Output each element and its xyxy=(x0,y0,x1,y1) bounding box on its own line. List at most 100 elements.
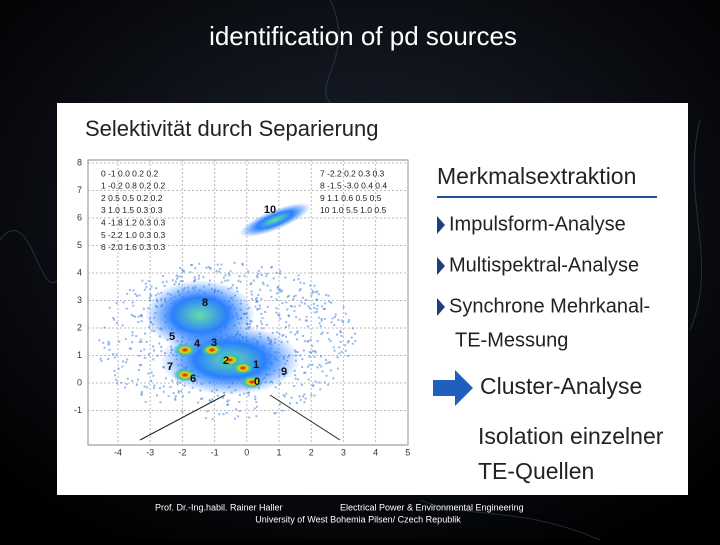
noise-dot xyxy=(285,335,288,338)
noise-dot xyxy=(336,356,339,359)
noise-dot xyxy=(197,274,200,277)
noise-dot xyxy=(193,276,196,279)
x-tick-label: 0 xyxy=(244,447,249,457)
noise-dot xyxy=(318,381,321,384)
noise-dot xyxy=(320,318,323,321)
noise-dot xyxy=(113,356,116,359)
noise-dot xyxy=(314,351,317,354)
noise-dot xyxy=(316,366,319,369)
noise-dot xyxy=(175,274,178,277)
cluster-label: 0 xyxy=(254,376,260,388)
noise-dot xyxy=(294,374,297,377)
cluster-label: 3 xyxy=(211,337,217,349)
noise-dot xyxy=(164,377,167,380)
noise-dot xyxy=(137,315,140,318)
noise-dot xyxy=(140,393,143,396)
noise-dot xyxy=(305,315,308,318)
noise-dot xyxy=(316,340,319,343)
noise-dot xyxy=(303,282,306,285)
noise-dot xyxy=(238,410,241,413)
noise-dot xyxy=(311,344,314,347)
noise-dot xyxy=(130,313,133,316)
noise-dot xyxy=(320,305,323,308)
noise-dot xyxy=(146,386,149,389)
noise-dot xyxy=(301,334,304,337)
noise-dot xyxy=(314,380,317,383)
noise-dot xyxy=(296,331,299,334)
noise-dot xyxy=(202,276,205,279)
noise-dot xyxy=(258,304,261,307)
noise-dot xyxy=(261,327,264,330)
noise-dot xyxy=(250,290,253,293)
x-tick-label: 5 xyxy=(405,447,410,457)
noise-dot xyxy=(279,290,282,293)
noise-dot xyxy=(323,318,326,321)
noise-dot xyxy=(297,378,300,381)
noise-dot xyxy=(285,301,288,304)
noise-dot xyxy=(211,418,214,421)
noise-dot xyxy=(344,344,347,347)
noise-dot xyxy=(298,354,301,357)
noise-dot xyxy=(130,347,133,350)
features-heading: Merkmalsextraktion xyxy=(437,163,636,189)
noise-dot xyxy=(150,371,153,374)
cluster-blob xyxy=(239,203,311,237)
noise-dot xyxy=(330,301,333,304)
noise-dot xyxy=(255,405,258,408)
noise-dot xyxy=(310,351,313,354)
noise-dot xyxy=(276,292,279,295)
noise-dot xyxy=(317,316,320,319)
noise-dot xyxy=(257,294,260,297)
noise-dot xyxy=(224,279,227,282)
noise-dot xyxy=(155,287,158,290)
noise-dot xyxy=(218,413,221,416)
noise-dot xyxy=(174,397,177,400)
noise-dot xyxy=(100,359,103,362)
x-tick-label: 4 xyxy=(373,447,378,457)
noise-dot xyxy=(287,315,290,318)
y-tick-label: 7 xyxy=(77,185,82,195)
noise-dot xyxy=(248,416,251,419)
noise-dot xyxy=(293,305,296,308)
noise-dot xyxy=(216,394,219,397)
noise-dot xyxy=(143,385,146,388)
noise-dot xyxy=(279,269,282,272)
noise-dot xyxy=(176,383,179,386)
noise-dot xyxy=(163,285,166,288)
noise-dot xyxy=(294,377,297,380)
noise-dot xyxy=(340,350,343,353)
noise-dot xyxy=(292,295,295,298)
noise-dot xyxy=(266,305,269,308)
noise-dot xyxy=(297,278,300,281)
noise-dot xyxy=(265,275,268,278)
noise-dot xyxy=(142,307,145,310)
noise-dot xyxy=(276,286,279,289)
noise-dot xyxy=(137,368,140,371)
noise-dot xyxy=(293,279,296,282)
noise-dot xyxy=(299,398,302,401)
noise-dot xyxy=(181,410,184,413)
x-tick-label: 3 xyxy=(341,447,346,457)
noise-dot xyxy=(167,395,170,398)
noise-dot xyxy=(250,282,253,285)
noise-dot xyxy=(260,266,263,269)
noise-dot xyxy=(296,338,299,341)
noise-dot xyxy=(314,291,317,294)
noise-dot xyxy=(298,304,301,307)
noise-dot xyxy=(115,353,118,356)
noise-dot xyxy=(155,394,158,397)
noise-dot xyxy=(270,265,273,268)
noise-dot xyxy=(252,279,255,282)
noise-dot xyxy=(262,283,265,286)
noise-dot xyxy=(197,277,200,280)
noise-dot xyxy=(318,363,321,366)
table-row: 8 -1.5 -3.0 0.4 0.4 xyxy=(320,181,387,191)
noise-dot xyxy=(264,310,267,313)
noise-dot xyxy=(128,347,131,350)
noise-dot xyxy=(313,311,316,314)
noise-dot xyxy=(222,396,225,399)
bullets xyxy=(437,216,445,316)
noise-dot xyxy=(290,396,293,399)
noise-dot xyxy=(298,318,301,321)
